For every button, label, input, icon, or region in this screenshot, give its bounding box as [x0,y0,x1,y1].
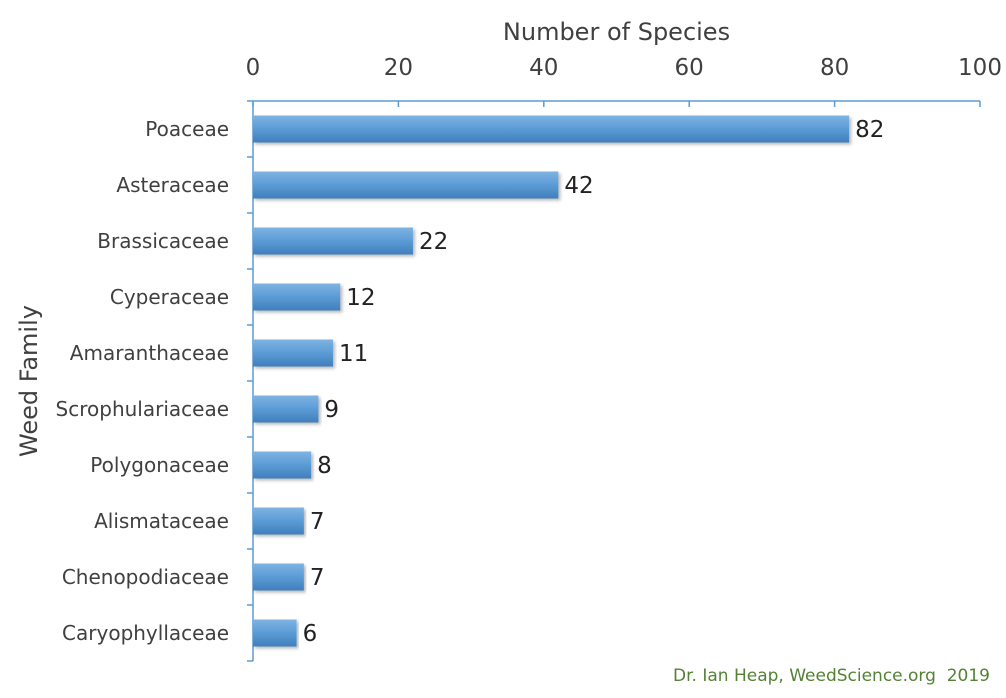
data-label: 42 [564,173,593,199]
x-tick-label: 40 [529,55,558,81]
data-label: 7 [310,565,325,591]
data-label: 82 [855,117,884,143]
bar [253,339,333,367]
category-label: Amaranthaceae [70,341,229,365]
category-label: Alismataceae [94,509,229,533]
data-label: 8 [317,453,332,479]
data-label: 22 [419,229,448,255]
y-axis-title: Weed Family [15,305,43,457]
category-label: Asteraceae [116,173,229,197]
x-tick-label: 80 [820,55,849,81]
category-label: Brassicaceae [97,229,229,253]
category-label: Scrophulariaceae [56,397,229,421]
data-label: 11 [339,341,368,367]
bar [253,619,297,647]
bar [253,171,559,199]
data-label: 6 [303,621,318,647]
category-label: Polygonaceae [90,453,229,477]
bar [253,395,319,423]
bar [253,507,304,535]
x-tick-label: 100 [958,55,1002,81]
x-axis-title: Number of Species [503,18,730,46]
bar [253,563,304,591]
category-label: Caryophyllaceae [62,621,229,645]
data-label: 12 [346,285,375,311]
x-tick-label: 0 [246,55,261,81]
data-label: 9 [324,397,339,423]
category-label: Poaceae [145,117,229,141]
x-tick-label: 20 [384,55,413,81]
category-label: Cyperaceae [110,285,229,309]
x-tick-label: 60 [675,55,704,81]
bar [253,227,413,255]
bar [253,115,850,143]
bar [253,283,341,311]
bar [253,451,312,479]
credit-text: Dr. Ian Heap, WeedScience.org 2019 [673,666,990,686]
category-label: Chenopodiaceae [62,565,229,589]
data-label: 7 [310,509,325,535]
